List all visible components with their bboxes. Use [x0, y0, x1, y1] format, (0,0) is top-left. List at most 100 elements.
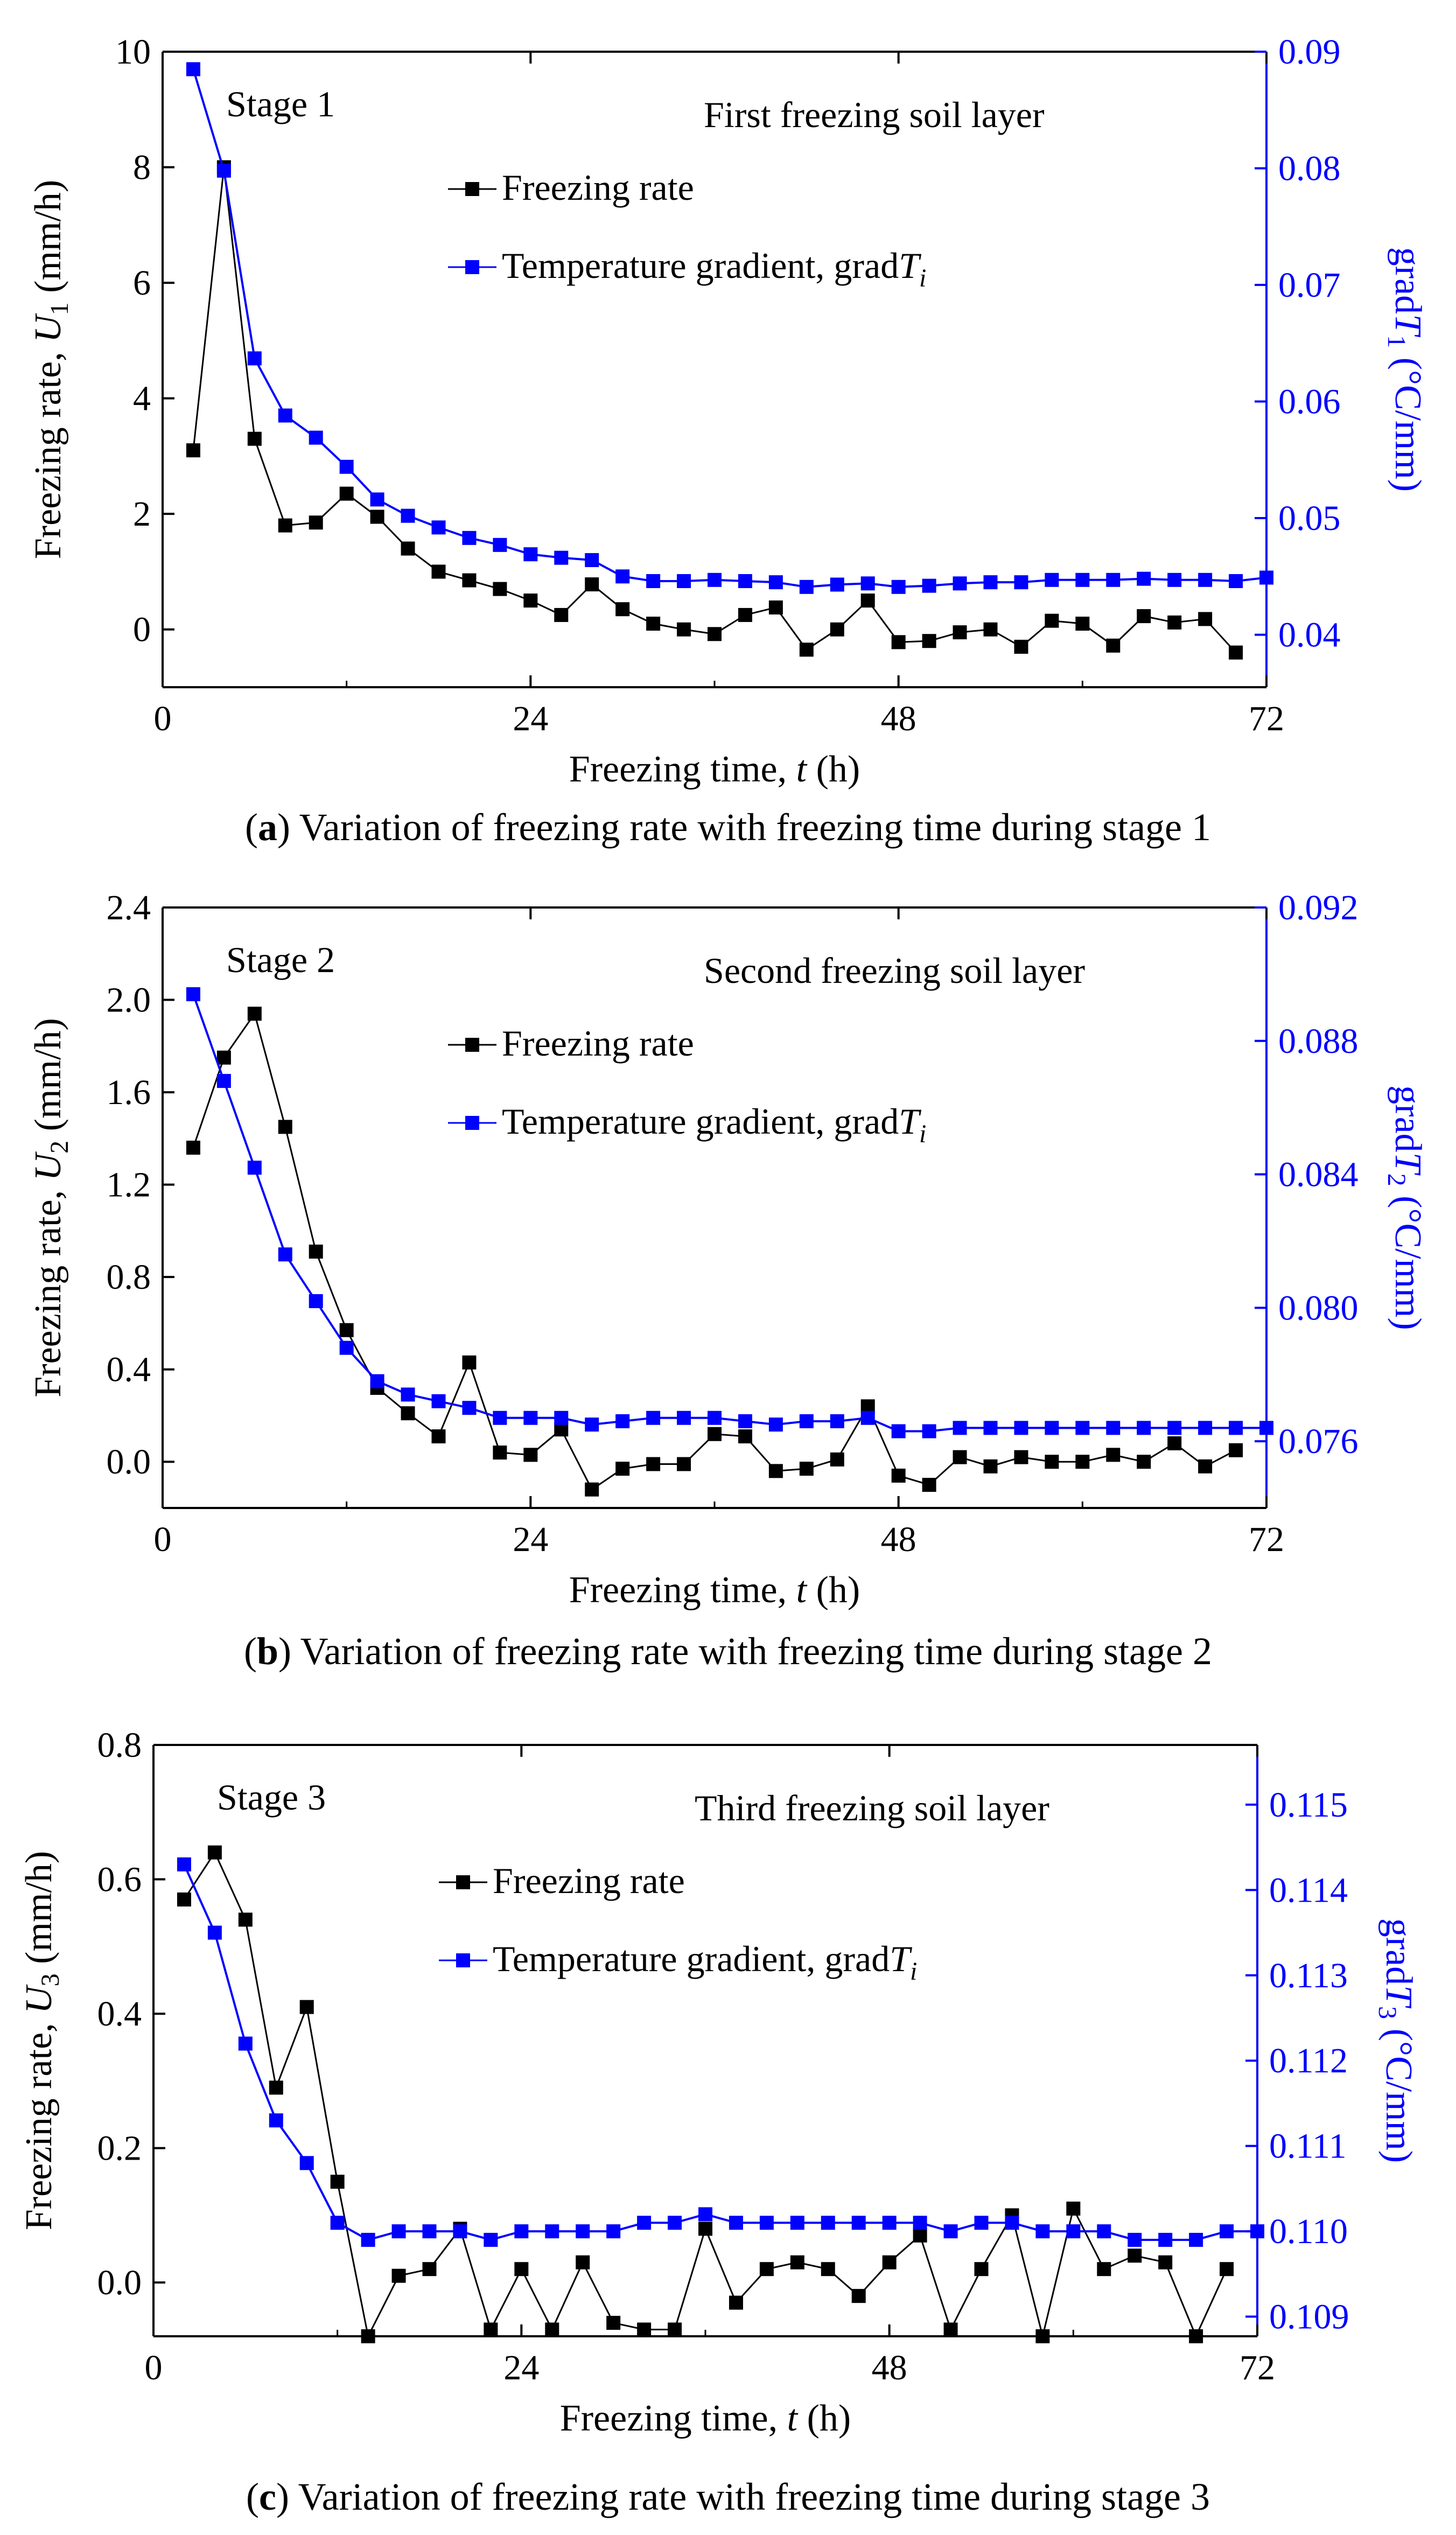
data-point: [401, 508, 415, 523]
y-tick-label: 10: [115, 32, 151, 72]
data-point: [576, 2224, 590, 2239]
data-point: [1198, 1421, 1213, 1435]
data-point: [637, 2322, 652, 2337]
legend-label-freezing-rate: Freezing rate: [493, 1860, 685, 1901]
y2-tick-label: 0.109: [1269, 2297, 1349, 2337]
x-tick-label: 72: [1249, 699, 1284, 738]
data-point: [422, 2262, 437, 2276]
data-point: [708, 572, 722, 587]
x-tick-label: 0: [145, 2348, 163, 2387]
x-tick-label: 48: [881, 699, 916, 738]
y2-tick-label: 0.08: [1278, 149, 1341, 188]
y-tick-label: 0.2: [97, 2129, 142, 2168]
data-point: [370, 509, 384, 524]
data-point: [216, 163, 231, 178]
data-point: [708, 627, 722, 641]
data-point: [983, 575, 998, 590]
series-line: [183, 1850, 1228, 2339]
data-point: [860, 1410, 875, 1425]
data-point: [462, 573, 477, 588]
y2-tick-label: 0.07: [1278, 266, 1341, 305]
data-point: [738, 574, 752, 588]
data-point: [799, 579, 814, 594]
data-point: [186, 443, 200, 458]
data-point: [738, 1414, 752, 1428]
data-point: [1198, 612, 1213, 626]
legend-label-temperature-gradient: Temperature gradient, gradTi: [502, 245, 926, 292]
data-point: [983, 1459, 998, 1473]
y2-tick-label: 0.115: [1269, 1785, 1348, 1825]
y-tick-label: 2: [133, 494, 151, 534]
data-point: [339, 486, 354, 501]
data-point: [186, 987, 200, 1002]
data-point: [391, 2268, 406, 2283]
y2-tick-label: 0.084: [1278, 1155, 1359, 1195]
y-tick-label: 6: [133, 263, 151, 303]
data-point: [585, 1482, 599, 1497]
x-axis-label: Freezing time, t (h): [569, 1569, 860, 1611]
data-point: [545, 2322, 559, 2337]
legend-label-temperature-gradient: Temperature gradient, gradTi: [493, 1938, 917, 1986]
data-point: [922, 578, 936, 593]
data-point: [278, 1120, 292, 1134]
data-point: [1229, 1443, 1243, 1457]
data-point: [729, 2295, 743, 2310]
figure-caption: (a) Variation of freezing rate with free…: [245, 806, 1211, 849]
data-point: [493, 582, 507, 596]
x-axis-label: Freezing time, t (h): [569, 749, 860, 790]
data-point: [576, 2255, 590, 2269]
data-point: [370, 1374, 384, 1388]
stage-label: Stage 2: [226, 939, 335, 980]
data-point: [768, 1417, 783, 1432]
y2-tick-label: 0.04: [1278, 616, 1341, 655]
data-point: [1229, 574, 1243, 588]
data-point: [708, 1410, 722, 1425]
data-point: [882, 2255, 897, 2269]
data-point: [545, 2224, 559, 2239]
layer-label: Third freezing soil layer: [695, 1787, 1049, 1828]
data-point: [891, 579, 906, 594]
series-temperature-gradient: [186, 987, 1273, 1438]
data-point: [247, 351, 262, 366]
data-point: [1075, 1421, 1090, 1435]
data-point: [391, 2224, 406, 2239]
data-point: [238, 1912, 253, 1927]
data-point: [339, 1323, 354, 1337]
data-point: [768, 1464, 783, 1478]
data-point: [759, 2262, 774, 2276]
legend-label-temperature-gradient: Temperature gradient, gradTi: [502, 1101, 926, 1148]
data-point: [615, 1462, 630, 1476]
data-point: [1075, 617, 1090, 631]
data-point: [1198, 1459, 1213, 1473]
data-point: [1106, 1448, 1121, 1462]
data-point: [1045, 572, 1059, 587]
data-point: [1106, 1421, 1121, 1435]
data-point: [401, 1387, 415, 1402]
data-point: [891, 635, 906, 650]
data-point: [339, 459, 354, 474]
data-point: [493, 537, 507, 552]
data-point: [1220, 2224, 1234, 2239]
y-tick-label: 4: [133, 379, 151, 418]
data-point: [309, 430, 323, 445]
x-tick-label: 24: [513, 1520, 548, 1559]
data-point: [913, 2228, 927, 2243]
data-point: [247, 431, 262, 446]
data-point: [309, 1244, 323, 1259]
data-point: [1167, 1421, 1182, 1435]
data-point: [330, 2216, 345, 2230]
data-point: [514, 2262, 529, 2276]
data-point: [1167, 572, 1182, 587]
data-point: [698, 2222, 712, 2236]
data-point: [554, 550, 569, 565]
data-point: [554, 607, 569, 622]
figure-caption: (c) Variation of freezing rate with free…: [246, 2475, 1210, 2518]
data-point: [278, 408, 292, 423]
data-point: [821, 2262, 835, 2276]
y-tick-label: 2.4: [107, 888, 151, 927]
layer-label: First freezing soil layer: [704, 94, 1045, 135]
data-point: [361, 2329, 375, 2343]
x-tick-label: 48: [881, 1520, 916, 1559]
data-point: [646, 574, 661, 588]
